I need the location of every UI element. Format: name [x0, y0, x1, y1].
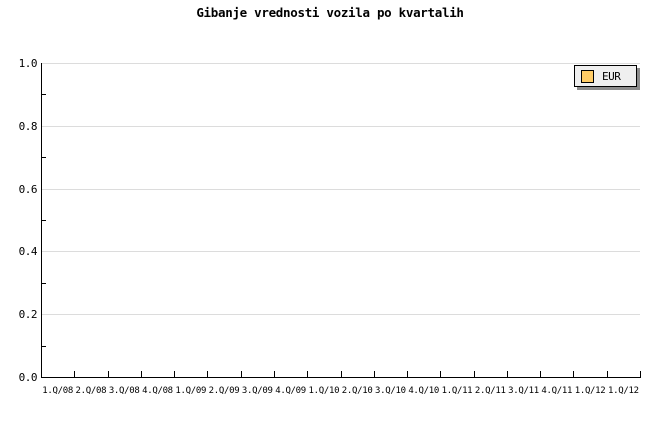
legend-swatch-eur [581, 69, 594, 83]
y-tick-label: 0.6 [18, 183, 38, 196]
x-tick-label: 2.Q/11 [474, 386, 506, 396]
x-tick-label: 3.Q/08 [108, 386, 140, 396]
y-minor-tick [42, 94, 46, 95]
x-tick [640, 371, 641, 377]
x-tick-label: 4.Q/10 [408, 386, 440, 396]
y-tick-label: 0.2 [18, 308, 38, 321]
y-tick-label: 0.0 [18, 371, 38, 384]
x-tick [174, 371, 175, 377]
x-tick [607, 371, 608, 377]
x-tick-label: 1.Q/12 [607, 386, 639, 396]
x-tick-label: 2.Q/09 [208, 386, 240, 396]
x-tick [341, 371, 342, 377]
x-tick-label: 2.Q/10 [341, 386, 373, 396]
x-tick [241, 371, 242, 377]
x-tick [108, 371, 109, 377]
x-tick [74, 371, 75, 377]
legend-item-label: EUR [602, 69, 621, 83]
x-tick [507, 371, 508, 377]
y-minor-tick [42, 283, 46, 284]
y-minor-tick [42, 346, 46, 347]
x-tick-label: 1.Q/12 [574, 386, 606, 396]
x-tick-label: 1.Q/10 [308, 386, 340, 396]
y-gridline [42, 251, 640, 252]
y-axis-line [41, 63, 42, 378]
x-tick-label: 4.Q/08 [142, 386, 173, 396]
x-tick-label: 3.Q/10 [375, 386, 406, 396]
x-tick [307, 371, 308, 377]
x-tick [207, 371, 208, 377]
x-tick [573, 371, 574, 377]
x-tick [141, 371, 142, 377]
x-tick-label: 3.Q/09 [241, 386, 273, 396]
x-tick [374, 371, 375, 377]
x-tick [440, 371, 441, 377]
x-tick-label: 1.Q/08 [42, 386, 73, 396]
y-minor-tick [42, 157, 46, 158]
y-tick-label: 0.8 [18, 120, 38, 133]
x-axis-line [41, 377, 641, 378]
x-tick-label: 3.Q/11 [508, 386, 539, 396]
x-tick-label: 1.Q/11 [441, 386, 473, 396]
y-gridline [42, 63, 640, 64]
x-tick [274, 371, 275, 377]
y-gridline [42, 314, 640, 315]
x-tick-label: 4.Q/09 [275, 386, 306, 396]
x-tick-label: 1.Q/09 [175, 386, 207, 396]
x-tick [407, 371, 408, 377]
y-tick-label: 1.0 [18, 57, 38, 70]
x-tick [540, 371, 541, 377]
x-tick-label: 4.Q/11 [541, 386, 573, 396]
legend: EUR [574, 65, 637, 87]
y-gridline [42, 126, 640, 127]
y-gridline [42, 189, 640, 190]
y-tick-label: 0.4 [18, 245, 38, 258]
y-minor-tick [42, 220, 46, 221]
x-tick-label: 2.Q/08 [75, 386, 107, 396]
x-tick [474, 371, 475, 377]
chart-title: Gibanje vrednosti vozila po kvartalih [196, 5, 464, 20]
